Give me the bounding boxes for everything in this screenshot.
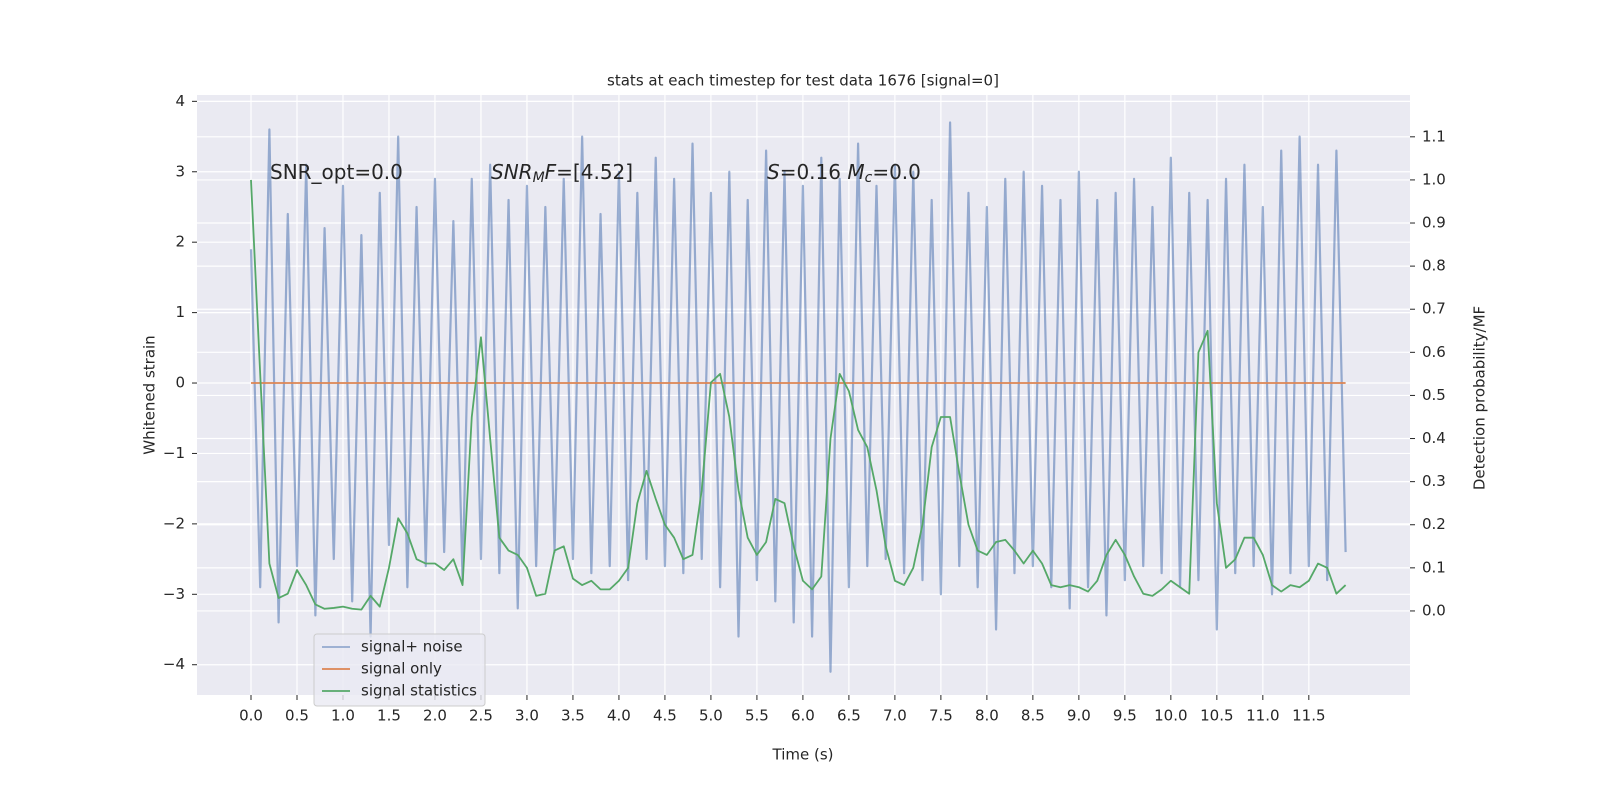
x-tick-label: 8.0 [975, 707, 999, 725]
x-tick-label: 10.5 [1200, 707, 1233, 725]
y2-tick-label: 0.7 [1422, 300, 1446, 318]
annotation-part: c [865, 170, 873, 186]
y2-tick-label: 0.1 [1422, 558, 1446, 576]
series-line [250, 179, 1347, 611]
y-tick-label: 2 [175, 233, 185, 251]
x-tick-label: 6.0 [791, 707, 815, 725]
y2-tick-label: 0.8 [1422, 257, 1446, 275]
x-axis-label: Time (s) [772, 746, 834, 764]
x-tick-label: 8.5 [1021, 707, 1045, 725]
y2-tick-label: 0.0 [1422, 601, 1446, 619]
y2-tick-label: 1.1 [1422, 127, 1446, 145]
y-tick-label: −1 [163, 444, 185, 462]
y-tick-label: 3 [175, 162, 185, 180]
x-tick-label: 4.5 [653, 707, 677, 725]
y-tick-label: 4 [175, 92, 185, 110]
y-tick-label: 0 [175, 374, 185, 392]
y2-tick-label: 0.6 [1422, 343, 1446, 361]
annotation-part: F [545, 160, 557, 184]
series-line [249, 121, 1347, 673]
annotation: SNR_opt=0.0 [270, 160, 403, 184]
annotation-part: SNR [491, 160, 533, 184]
chart-title: stats at each timestep for test data 167… [607, 72, 999, 90]
y-tick-label: −4 [163, 655, 185, 673]
legend-label: signal+ noise [361, 638, 463, 656]
x-tick-label: 3.5 [561, 707, 585, 725]
y2-tick-label: 0.5 [1422, 386, 1446, 404]
annotation-part: =[4.52] [556, 160, 633, 184]
annotation-part: SNR_opt=0.0 [270, 160, 403, 184]
annotation-part: M [533, 170, 545, 186]
x-tick-label: 7.0 [883, 707, 907, 725]
annotation-part: S [767, 160, 780, 184]
y2-tick-label: 0.9 [1422, 214, 1446, 232]
x-tick-label: 1.0 [331, 707, 355, 725]
y-axis-label: Whitened strain [141, 335, 159, 454]
y-tick-label: 1 [175, 303, 185, 321]
x-tick-label: 0.0 [239, 707, 263, 725]
x-tick-label: 5.5 [745, 707, 769, 725]
y2-tick-label: 0.3 [1422, 472, 1446, 490]
x-tick-label: 9.0 [1067, 707, 1091, 725]
x-tick-label: 3.0 [515, 707, 539, 725]
annotation-part: =0.16 [780, 160, 848, 184]
x-tick-label: 11.5 [1292, 707, 1325, 725]
x-tick-label: 2.0 [423, 707, 447, 725]
annotation-part: =0.0 [872, 160, 921, 184]
legend-label: signal only [361, 660, 442, 678]
legend-box [313, 633, 486, 707]
y2-tick-label: 1.0 [1422, 170, 1446, 188]
y2-tick-label: 0.2 [1422, 515, 1446, 533]
annotation: S=0.16 Mc=0.0 [767, 160, 921, 187]
y2-tick-label: 0.4 [1422, 429, 1446, 447]
x-tick-label: 6.5 [837, 707, 861, 725]
x-tick-label: 11.0 [1246, 707, 1279, 725]
x-tick-label: 1.5 [377, 707, 401, 725]
annotation: SNRMF=[4.52] [491, 160, 633, 187]
y-tick-label: −3 [163, 585, 185, 603]
x-tick-label: 9.5 [1113, 707, 1137, 725]
y2-axis-label: Detection probability/MF [1471, 306, 1489, 490]
x-tick-label: 7.5 [929, 707, 953, 725]
annotation-part: M [847, 160, 864, 184]
x-tick-label: 10.0 [1154, 707, 1187, 725]
x-tick-label: 2.5 [469, 707, 493, 725]
x-tick-label: 5.0 [699, 707, 723, 725]
x-tick-label: 0.5 [285, 707, 309, 725]
legend-label: signal statistics [361, 682, 477, 700]
x-tick-label: 4.0 [607, 707, 631, 725]
y-tick-label: −2 [163, 514, 185, 532]
